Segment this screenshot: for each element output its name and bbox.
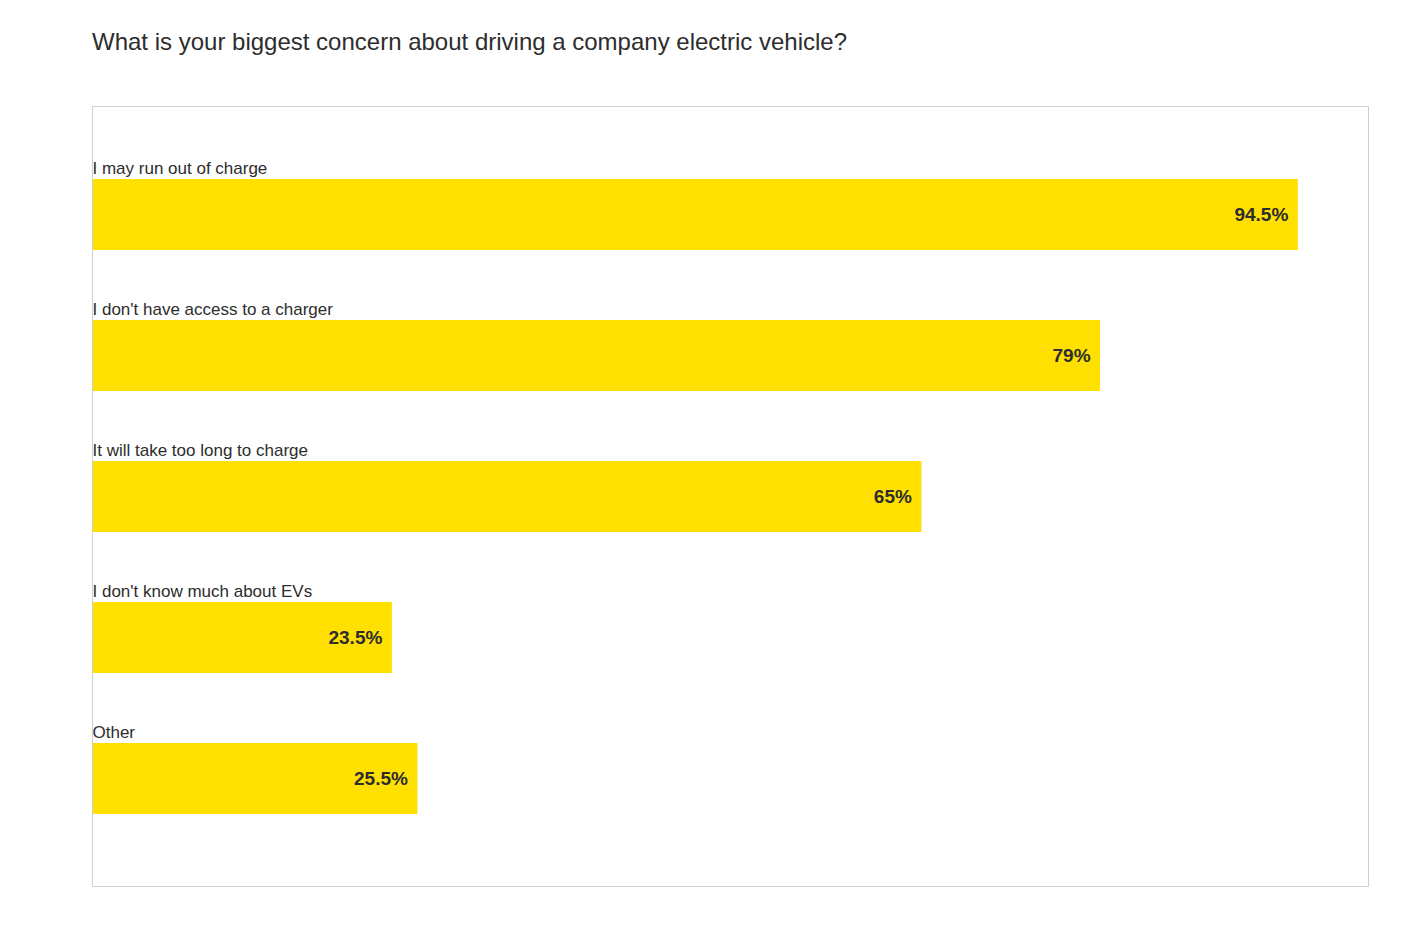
svg-text:94.5%: 94.5%: [1234, 204, 1288, 225]
svg-text:65%: 65%: [874, 486, 912, 507]
svg-text:25.5%: 25.5%: [354, 768, 408, 789]
svg-text:I may run out of charge: I may run out of charge: [93, 159, 268, 178]
svg-text:I don't have access to a charg: I don't have access to a charger: [93, 300, 334, 319]
html-text:What is your biggest concern a: What is your biggest concern about drivi…: [92, 28, 848, 55]
svg-text:79%: 79%: [1053, 345, 1091, 366]
svg-text:23.5%: 23.5%: [328, 627, 382, 648]
svg-text:I don't know much about EVs: I don't know much about EVs: [93, 582, 313, 601]
svg-text:It will take too long to charg: It will take too long to charge: [93, 441, 308, 460]
svg-text:Other: Other: [93, 723, 136, 742]
